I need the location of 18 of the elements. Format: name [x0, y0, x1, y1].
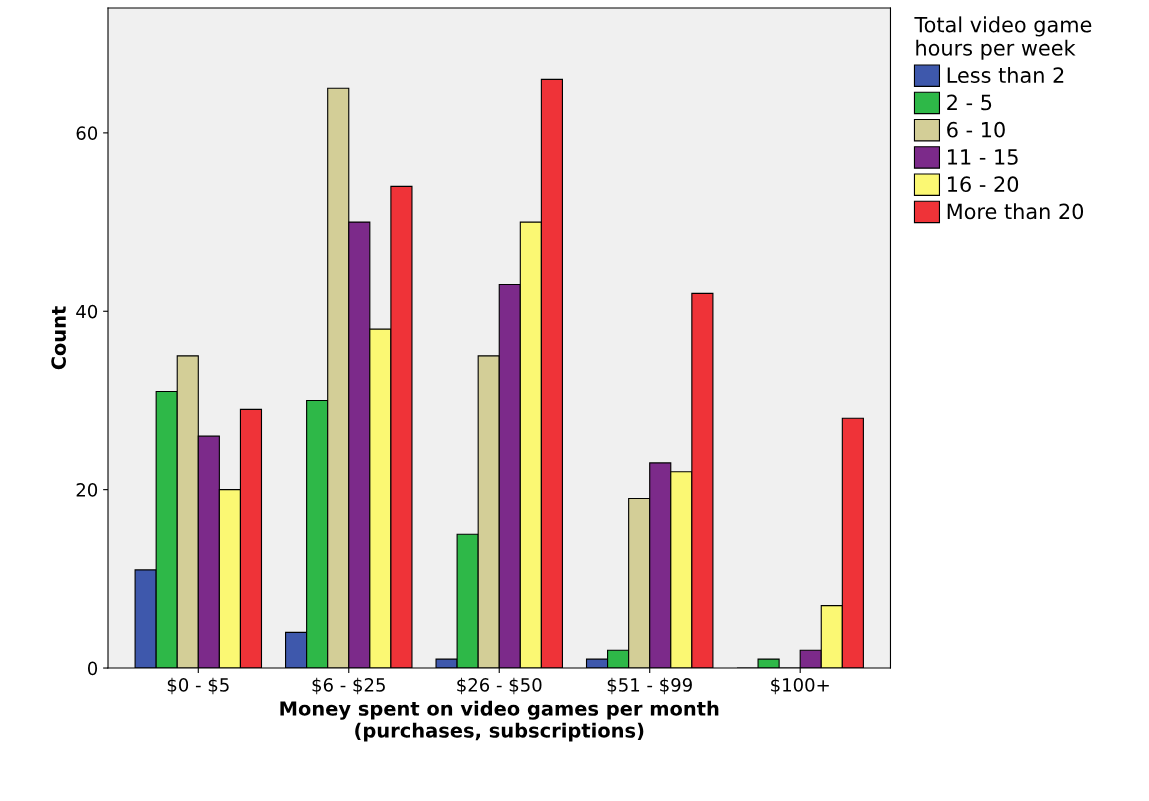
y-tick-label: 40	[76, 304, 98, 319]
y-tick-label: 20	[76, 483, 98, 497]
legend-label: 16 - 20	[948, 176, 1019, 193]
legend-label: 2 - 5	[947, 94, 992, 111]
x-tick-label: $0 - $5	[167, 677, 229, 695]
legend-label: More than 20	[947, 203, 1084, 220]
y-tick-label: 60	[76, 126, 98, 140]
legend-title: Total video game hours per week	[914, 16, 1092, 60]
x-tick-label: $26 - $50	[457, 677, 542, 695]
y-axis-title: Count	[51, 306, 66, 370]
x-axis-title: Money spent on video games per month (purchases, subscriptions)	[280, 700, 719, 742]
x-tick-label: $6 - $25	[312, 677, 385, 695]
legend-label: 6 - 10	[947, 121, 1005, 138]
legend-label: 11 - 15	[948, 149, 1018, 165]
y-tick-label: 0	[87, 661, 98, 676]
x-tick-label: $100+	[771, 677, 829, 695]
x-tick-label: $51 - $99	[607, 677, 692, 695]
legend-label: Less than 2	[947, 66, 1064, 84]
